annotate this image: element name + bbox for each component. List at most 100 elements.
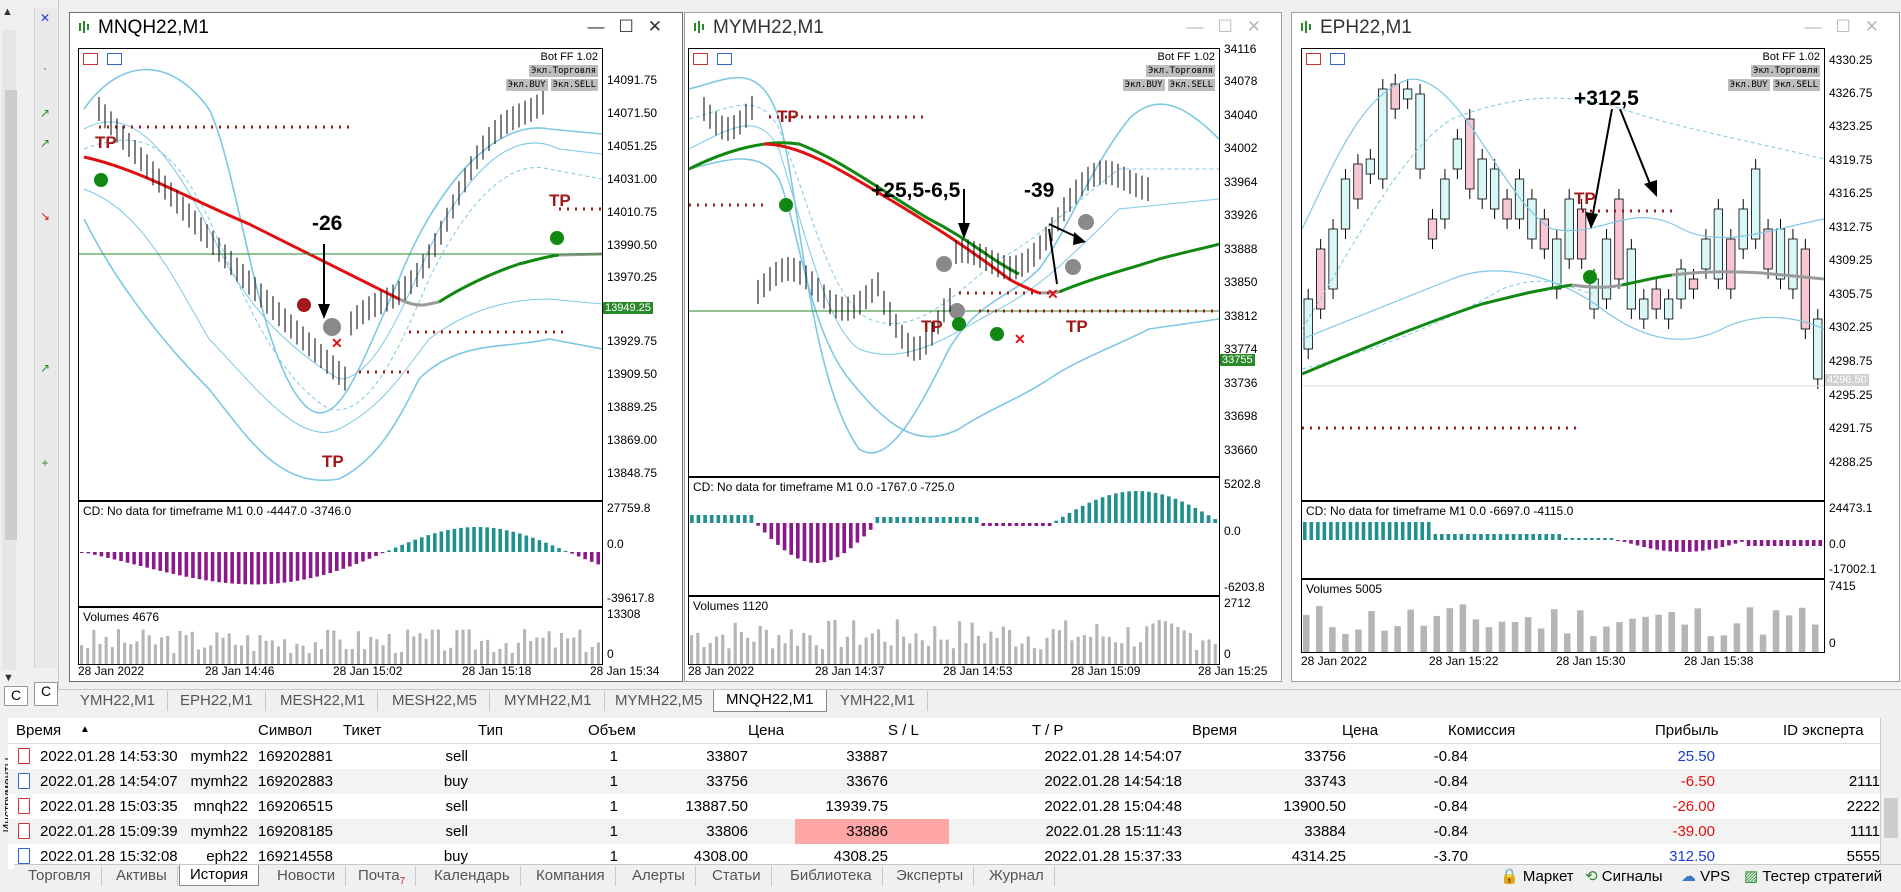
scroll-down-icon[interactable]: ▼ [3,672,14,684]
bot-buy-button[interactable]: Экл.BUY [505,79,548,91]
tab-experts[interactable]: Эксперты [886,866,975,886]
time-label: 28 Jan 15:25 [1198,664,1268,678]
tab-calendar[interactable]: Календарь [424,866,521,886]
chart-tab[interactable]: MYMH22,M5 [603,691,716,711]
tab-mail[interactable]: Почта7 [348,866,417,887]
tab-trade[interactable]: Торговля [18,866,102,886]
col-tp[interactable]: T / P [1032,722,1064,739]
tab-journal[interactable]: Журнал [979,866,1055,886]
chart-book-icon[interactable] [717,53,733,65]
trend-up-icon[interactable]: ↗ [39,361,51,375]
window-titlebar[interactable]: MNQH22,M1 —☐✕ [70,13,682,41]
tab-alerts[interactable]: Алерты [622,866,696,886]
tab-articles[interactable]: Статьи [702,866,772,886]
minimize-icon[interactable]: — [1186,17,1218,36]
trend-up-icon[interactable]: ↗ [39,136,51,150]
col-profit[interactable]: Прибыль [1655,722,1719,739]
maximize-icon[interactable]: ☐ [1217,17,1247,36]
trend-up-icon[interactable]: ↗ [39,106,51,120]
market-link[interactable]: 🔒 Маркет [1500,867,1574,885]
tab-history[interactable]: История [179,865,260,886]
col-ticket[interactable]: Тикет [343,722,382,739]
col-close-time[interactable]: Время [1192,722,1238,739]
table-row[interactable]: 2022.01.28 14:53:30 mymh22 169202881 sell 1 3… [8,744,1880,769]
minimize-icon[interactable]: — [1804,17,1836,36]
table-scrollbar[interactable] [1880,718,1901,864]
scroll-up-icon[interactable]: ▲ [2,6,13,18]
col-close-price[interactable]: Цена [1342,722,1379,739]
histogram-bar [1074,509,1078,523]
chart-table-icon[interactable] [1306,53,1321,65]
bot-mode-button[interactable]: Экл.Торговля [528,65,598,77]
volume-bar [86,648,90,664]
tab-company[interactable]: Компания [526,866,616,886]
bot-sell-button[interactable]: Экл.SELL [1167,79,1215,91]
price-label: 33964 [1224,175,1258,189]
bot-mode-button[interactable]: Экл.Торговля [1750,65,1820,77]
minimize-icon[interactable]: — [587,17,619,36]
col-time[interactable]: Время [16,722,62,739]
tool-close-icon[interactable]: ✕ [39,11,51,25]
histogram-bar [716,515,721,523]
candle [1614,189,1624,289]
chart-table-icon[interactable] [83,53,98,65]
close-icon[interactable]: ✕ [1246,17,1275,36]
volume-bar [523,629,527,664]
col-price[interactable]: Цена [748,722,785,739]
chart-tab[interactable]: MESH22,M5 [380,691,491,711]
maximize-icon[interactable]: ☐ [618,17,648,36]
tool-dot-icon[interactable]: · [43,61,47,75]
candle [1477,149,1487,209]
window-titlebar[interactable]: MYMH22,M1 —☐✕ [685,13,1281,41]
panel-tab[interactable]: C [4,686,28,706]
window-titlebar[interactable]: EPH22,M1 —☐✕ [1292,13,1899,41]
histogram-bar [145,552,149,568]
col-symbol[interactable]: Символ [258,722,313,739]
chart-tab[interactable]: EPH22,M1 [168,691,266,711]
main-chart-eph22[interactable]: Bot FF 1.02 Экл.Торговля Экл.BUY Экл.SEL… [1301,48,1825,501]
col-sl[interactable]: S / L [888,722,919,739]
bot-sell-button[interactable]: Экл.SELL [1772,79,1820,91]
sort-asc-icon[interactable]: ▲ [80,724,90,735]
chart-book-icon[interactable] [107,53,123,65]
table-cell: 2022.01.28 15:11:43 [1045,823,1182,840]
add-icon[interactable]: + [41,456,49,470]
main-chart-mnqh22[interactable]: ✕ Bot FF 1.02 Экл.Торговля Экл.BUY Экл.S… [78,48,603,501]
chart-table-icon[interactable] [693,53,708,65]
price-label: 4305.75 [1829,287,1873,301]
candle [1751,159,1761,249]
main-chart-mymh22[interactable]: ✕ ✕ Bot FF 1.02 Экл.Торговля Экл.BUY Экл… [688,48,1220,477]
table-row[interactable]: 2022.01.28 15:03:35 mnqh22 169206515 sell 1 1… [8,794,1880,819]
maximize-icon[interactable]: ☐ [1835,17,1865,36]
chart-tab[interactable]: MESH22,M1 [268,691,379,711]
vps-link[interactable]: ☁ VPS [1681,867,1730,885]
signals-link[interactable]: ⟲ Сигналы [1585,867,1663,885]
tab-news[interactable]: Новости [267,866,347,886]
col-commission[interactable]: Комиссия [1448,722,1516,739]
tab-assets[interactable]: Активы [106,866,178,886]
col-type[interactable]: Тип [478,722,504,739]
table-cell: 33886 [846,823,888,840]
bot-sell-button[interactable]: Экл.SELL [550,79,598,91]
close-icon[interactable]: ✕ [1864,17,1893,36]
panel-tab[interactable]: C [34,682,58,706]
table-row[interactable]: 2022.01.28 15:09:39 mymh22 169208185 sell 1 3… [8,819,1880,844]
chart-tab-active[interactable]: MNQH22,M1 [713,690,827,712]
chart-tab[interactable]: YMH22,M1 [68,691,169,711]
scale-label: 27759.8 [607,501,651,515]
price-label: 33698 [1224,409,1258,423]
bot-buy-button[interactable]: Экл.BUY [1727,79,1770,91]
trend-down-icon[interactable]: ↘ [39,209,51,223]
table-row[interactable]: 2022.01.28 14:54:07 mymh22 169202883 buy 1 33… [8,769,1880,794]
close-icon[interactable]: ✕ [647,17,676,36]
col-volume[interactable]: Объем [588,722,636,739]
bot-buy-button[interactable]: Экл.BUY [1122,79,1165,91]
chart-tab[interactable]: YMH22,M1 [828,691,929,711]
tab-library[interactable]: Библиотека [780,866,883,886]
bot-mode-button[interactable]: Экл.Торговля [1145,65,1215,77]
navigator-scrollbar[interactable] [2,30,17,670]
chart-book-icon[interactable] [1330,53,1346,65]
strategy-tester-link[interactable]: ▨ Тестер стратегий [1744,867,1882,885]
chart-tab[interactable]: MYMH22,M1 [492,691,605,711]
col-expert-id[interactable]: ID эксперта [1783,722,1864,739]
